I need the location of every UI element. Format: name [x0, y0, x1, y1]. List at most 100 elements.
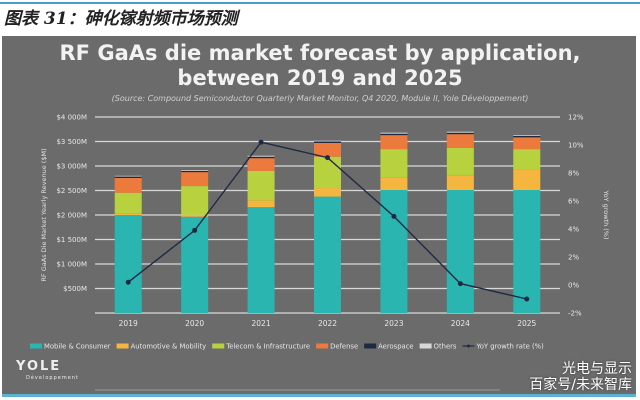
bar-segment: [247, 158, 275, 171]
chart-title-line-1: RF GaAs die market forecast by applicati…: [59, 41, 581, 65]
y-tick-label: $1 500M: [56, 236, 87, 244]
bar-segment: [446, 134, 474, 148]
y-tick-label: $2 000M: [56, 212, 87, 220]
bar-segment: [181, 186, 209, 215]
y2-tick-label: 10%: [568, 142, 584, 150]
top-rule: [0, 2, 640, 4]
bar-segment: [314, 141, 341, 143]
chart-title-line-2: between 2019 and 2025: [177, 66, 463, 90]
bar-segment: [380, 190, 408, 313]
legend-swatch: [364, 343, 377, 349]
bar-segment: [314, 196, 341, 313]
bar-segment: [114, 215, 142, 313]
watermark-line-1: 光电与显示: [562, 361, 632, 377]
bar-segment: [247, 207, 275, 313]
x-tick-label: 2019: [119, 319, 138, 328]
yoy-growth-point: [457, 281, 463, 287]
x-tick-label: 2021: [252, 319, 271, 328]
bar-segment: [513, 190, 541, 313]
bar-segment: [513, 137, 541, 150]
bar-segment: [380, 177, 408, 191]
figure-caption: 图表 31：砷化镓射频市场预测: [4, 9, 238, 29]
legend-swatch: [316, 343, 329, 349]
y-tick-label: $500M: [63, 285, 87, 293]
legend-label: Mobile & Consumer: [44, 343, 111, 351]
legend-swatch: [419, 343, 432, 349]
chart-title: RF GaAs die market forecast by applicati…: [0, 41, 640, 91]
y-tick-label: $1 000M: [56, 261, 87, 269]
bar-segment: [114, 178, 142, 193]
bar-segment: [380, 132, 408, 134]
legend-label: Others: [434, 343, 457, 351]
y-axis-label: RF GaAs Die Market Yearly Revenue ($M): [40, 148, 48, 281]
x-tick-label: 2022: [318, 319, 337, 328]
yoy-growth-point: [391, 213, 397, 219]
bar-segment: [446, 131, 474, 133]
bar-segment: [513, 135, 541, 136]
chart-subtitle: (Source: Compound Semiconductor Quarterl…: [111, 94, 529, 103]
x-tick-label: 2020: [185, 319, 204, 328]
bar-segment: [314, 188, 341, 197]
bar-segment: [380, 149, 408, 178]
x-tick-label: 2025: [517, 319, 536, 328]
bar-segment: [446, 175, 474, 191]
y-tick-label: $3 500M: [56, 138, 87, 146]
bar-segment: [181, 170, 209, 173]
bar-segment: [446, 147, 474, 176]
bar-segment: [181, 170, 209, 171]
bar-segment: [513, 149, 541, 170]
watermark-line-2: 百家号/未来智库: [529, 377, 632, 393]
y2-tick-label: 12%: [568, 114, 584, 122]
legend-label: Aerospace: [378, 343, 413, 351]
bar-segment: [446, 132, 474, 135]
legend-swatch: [30, 343, 42, 349]
bar-segment: [247, 200, 275, 208]
bar-segment: [314, 140, 341, 142]
legend-label: Automotive & Mobility: [131, 343, 207, 351]
bar-segment: [247, 155, 275, 157]
y2-tick-label: 0%: [568, 282, 579, 290]
y-tick-label: $3 000M: [56, 163, 87, 171]
yoy-growth-point: [125, 279, 131, 285]
y2-tick-label: 8%: [568, 170, 579, 178]
bar-segment: [446, 190, 474, 313]
bottom-rule: [2, 394, 636, 397]
x-tick-label: 2024: [451, 319, 470, 328]
bar-segment: [181, 214, 209, 217]
bar-segment: [114, 192, 142, 214]
legend-label: YoY growth rate (%): [475, 343, 544, 351]
bar-segment: [114, 213, 142, 215]
y2-axis-label: YoY growth (%): [602, 189, 610, 239]
bar-segment: [380, 135, 408, 150]
bar-segment: [114, 175, 142, 177]
bar-segment: [247, 170, 275, 201]
bar-segment: [181, 172, 209, 187]
legend-label: Telecom & Infrastructure: [225, 343, 310, 351]
logo-name: YOLE: [16, 359, 62, 374]
watermark: 光电与显示 百家号/未来智库: [529, 361, 632, 393]
bar-segment: [513, 169, 541, 191]
bar-segment: [314, 142, 341, 157]
yoy-growth-point: [258, 139, 264, 145]
bar-segment: [513, 135, 541, 138]
yoy-growth-point: [524, 296, 530, 302]
y2-tick-label: 6%: [568, 198, 579, 206]
legend-swatch-marker: [466, 344, 470, 348]
yole-logo: YOLE Développement: [16, 359, 79, 382]
bar-segment: [247, 156, 275, 159]
y2-tick-label: 4%: [568, 226, 579, 234]
y-tick-label: $4 000M: [56, 114, 87, 122]
legend-swatch: [116, 343, 129, 349]
yoy-growth-point: [192, 227, 198, 233]
bar-segment: [380, 133, 408, 136]
legend-label: Defense: [330, 343, 358, 351]
y2-tick-label: -2%: [568, 310, 582, 318]
x-tick-label: 2023: [384, 319, 403, 328]
yoy-growth-point: [325, 155, 330, 161]
logo-sub: Développement: [26, 375, 79, 381]
y-tick-label: $2 500M: [56, 187, 87, 195]
bar-segment: [314, 156, 341, 189]
bar-segment: [114, 176, 142, 179]
y2-tick-label: 2%: [568, 254, 579, 262]
